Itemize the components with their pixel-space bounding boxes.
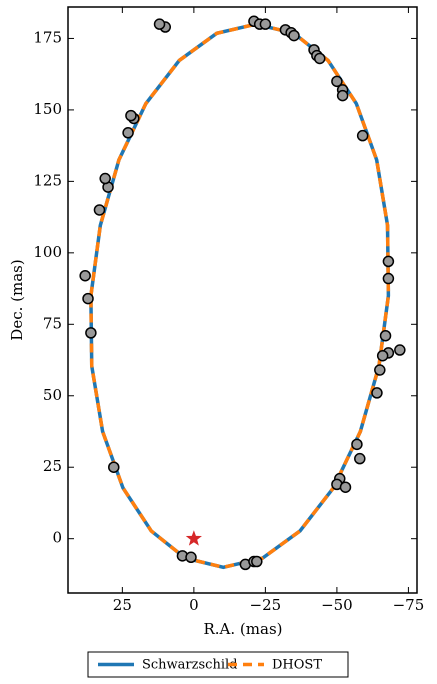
- data-point: [371, 387, 383, 399]
- y-tick-label: 125: [33, 171, 62, 189]
- x-tick-label: 0: [189, 596, 199, 614]
- data-point: [382, 255, 395, 268]
- x-tick-label: −25: [250, 596, 282, 614]
- y-tick-label: 150: [33, 100, 62, 118]
- data-point: [259, 18, 272, 30]
- data-point: [108, 461, 120, 473]
- data-point: [374, 364, 386, 376]
- y-tick-label: 25: [43, 457, 62, 475]
- data-point: [339, 481, 352, 493]
- data-point: [376, 349, 389, 362]
- x-axis-label: R.A. (mas): [204, 620, 283, 638]
- data-point: [382, 272, 395, 285]
- data-point: [331, 75, 343, 88]
- data-point: [354, 452, 366, 465]
- plot-frame: [67, 6, 418, 594]
- data-point: [99, 172, 111, 185]
- data-point: [85, 327, 97, 339]
- data-point: [185, 551, 197, 564]
- orbit-line: [89, 22, 391, 570]
- data-point: [313, 52, 326, 65]
- y-tick-label: 175: [33, 28, 62, 46]
- data-point: [122, 127, 134, 139]
- data-point: [356, 129, 369, 142]
- star-marker: [185, 530, 202, 546]
- x-tick-label: −50: [321, 596, 353, 614]
- data-point: [251, 555, 263, 568]
- data-point: [79, 269, 91, 282]
- data-point: [394, 344, 406, 356]
- legend-label: DHOST: [272, 658, 322, 673]
- y-tick-label: 0: [52, 529, 62, 547]
- data-point: [379, 329, 392, 342]
- data-point: [93, 204, 106, 216]
- data-point: [288, 29, 300, 42]
- data-point: [336, 89, 349, 102]
- x-tick-label: 25: [113, 596, 132, 614]
- data-point: [125, 109, 137, 122]
- y-tick-label: 50: [43, 386, 62, 404]
- data-point: [82, 292, 94, 305]
- y-tick-label: 100: [33, 243, 62, 261]
- y-tick-label: 75: [43, 314, 62, 332]
- x-tick-label: −75: [393, 596, 425, 614]
- y-axis-label: Dec. (mas): [8, 259, 26, 340]
- data-point: [153, 18, 166, 30]
- data-point: [351, 438, 363, 451]
- legend-label: Schwarzschild: [142, 658, 237, 673]
